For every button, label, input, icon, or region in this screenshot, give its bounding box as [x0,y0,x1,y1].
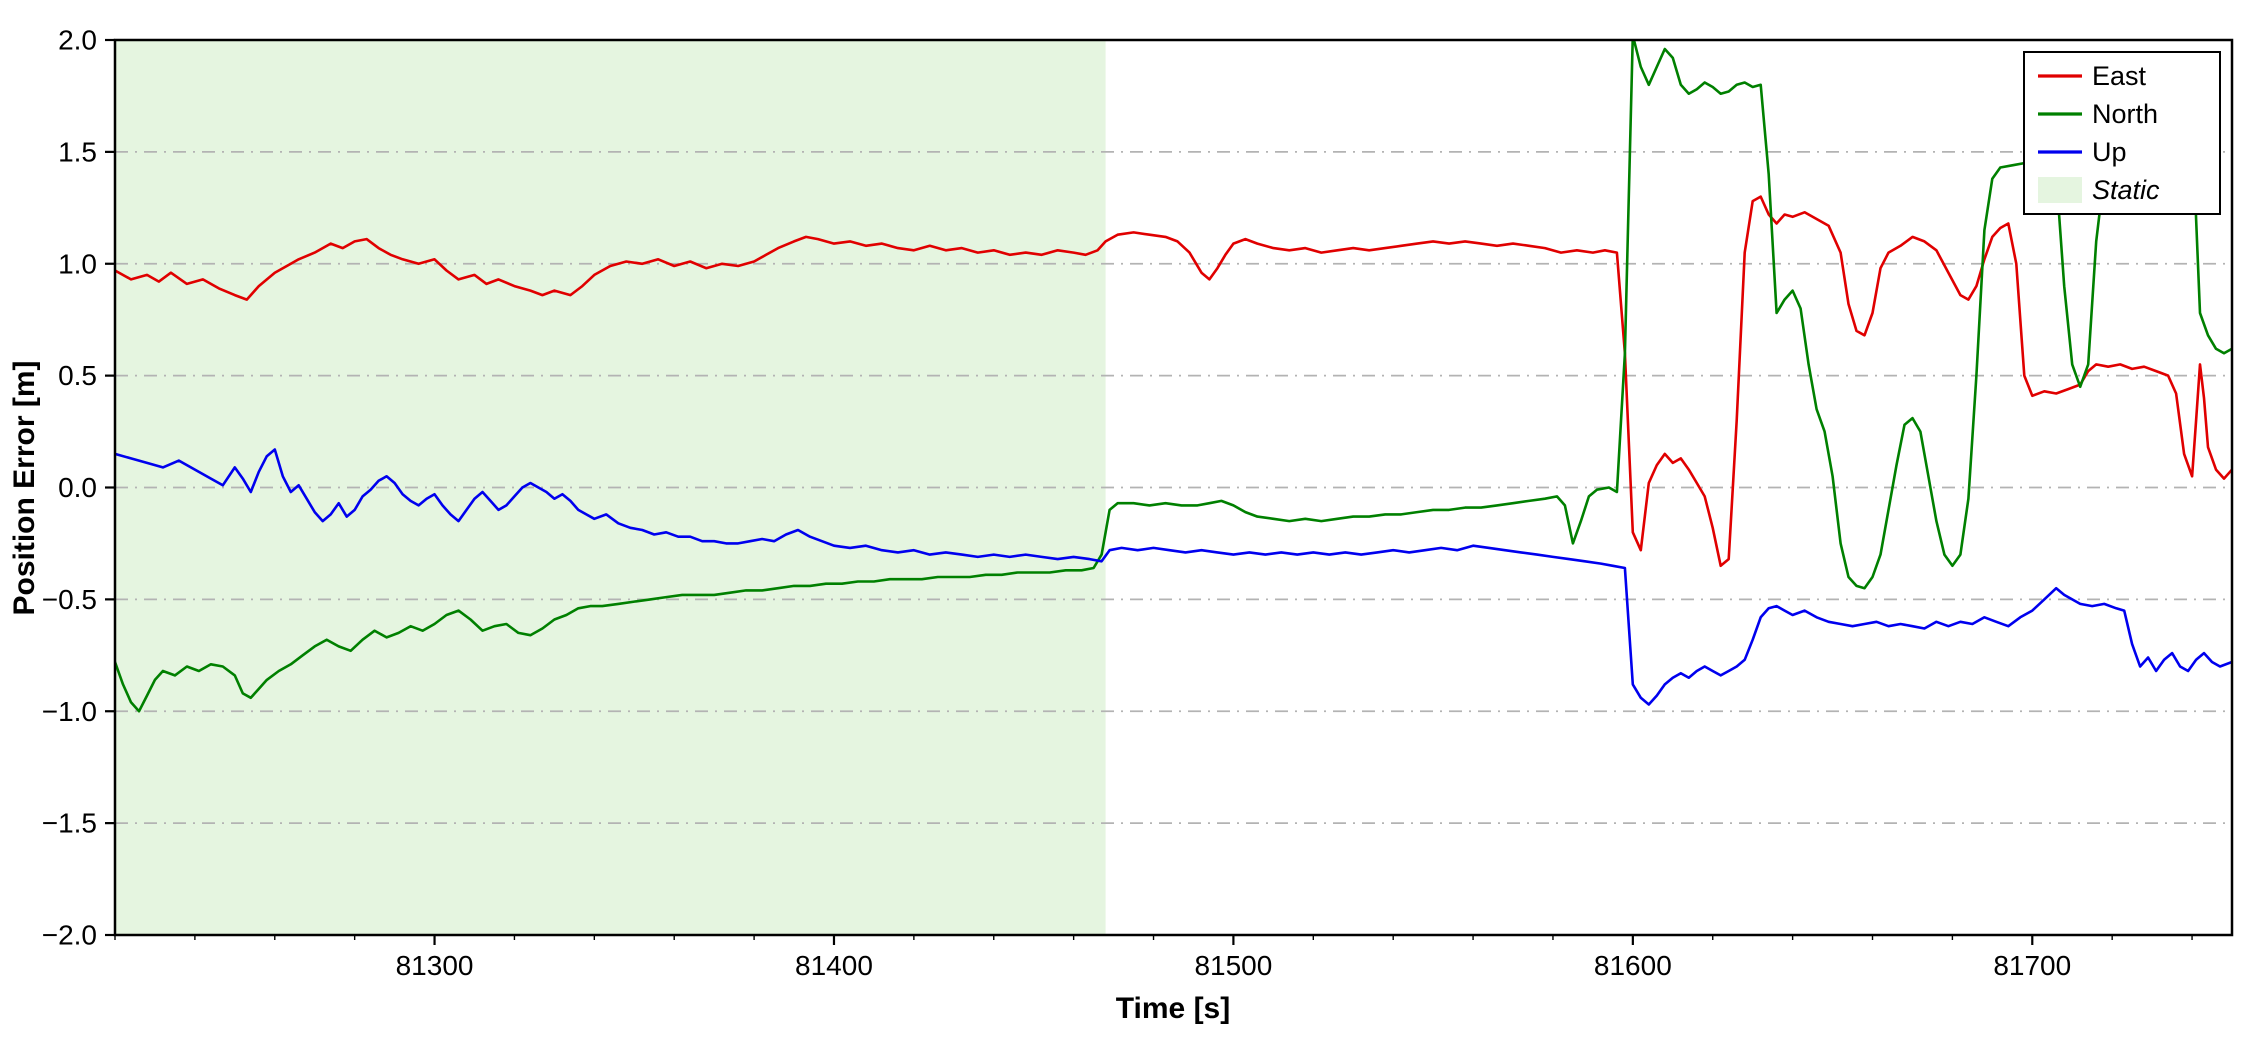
y-tick-label: −0.5 [42,584,97,615]
x-tick-label: 81600 [1594,950,1672,981]
legend-label-up: Up [2092,137,2127,167]
x-axis-label: Time [s] [1116,992,1230,1025]
y-axis-label: Position Error [m] [8,360,41,615]
legend-swatch-static [2038,177,2082,203]
legend-label-north: North [2092,99,2158,129]
y-tick-label: −2.0 [42,920,97,951]
y-tick-label: 0.0 [58,472,97,503]
x-tick-label: 81500 [1194,950,1272,981]
y-tick-label: −1.5 [42,808,97,839]
series-line-north [115,40,2232,713]
tick-marks [105,38,2193,945]
y-tick-label: −1.0 [42,696,97,727]
series-lines [115,40,2232,713]
y-tick-label: 1.5 [58,136,97,167]
x-tick-label: 81400 [795,950,873,981]
legend-label-static: Static [2092,175,2160,205]
y-tick-label: 0.5 [58,360,97,391]
gridlines [115,150,2232,825]
legend: East North Up Static [2023,51,2221,215]
legend-label-east: East [2092,61,2147,91]
series-line-up [115,448,2232,706]
legend-box [2023,51,2221,215]
y-tick-label: 2.0 [58,25,97,56]
x-tick-label: 81300 [396,950,474,981]
x-tick-label: 81700 [1993,950,2071,981]
series-line-east [115,195,2232,568]
tick-labels: 81300 81400 81500 81600 81700 −2.0 −1.5 −1.0 −0.… [42,25,2072,982]
y-tick-label: 1.0 [58,248,97,279]
